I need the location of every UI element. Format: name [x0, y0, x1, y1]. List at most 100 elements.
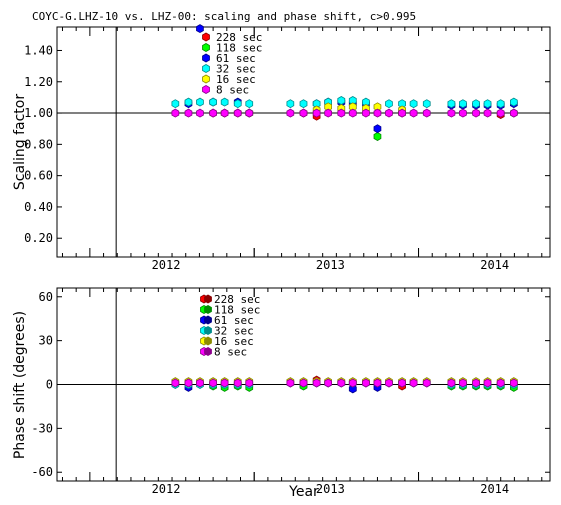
- panel-scaling-frame: [56, 26, 551, 258]
- legend-label: 32 sec: [214, 325, 254, 338]
- legend-label: 32 sec: [216, 63, 256, 76]
- data-point: [496, 99, 505, 109]
- panel-scaling-marks: [171, 24, 518, 141]
- data-point: [348, 378, 357, 388]
- panel-phase-xlabel: Year: [288, 484, 319, 500]
- legend-entry: 118 sec: [200, 304, 260, 317]
- data-point: [496, 378, 505, 388]
- legend-entry: 32 sec: [200, 325, 254, 338]
- panel-scaling-x-ticks: 2012 2013 2014: [61, 27, 543, 272]
- y-tick-label: 60: [39, 290, 53, 304]
- data-point: [171, 378, 180, 388]
- data-point: [422, 108, 431, 118]
- data-point: [447, 378, 456, 388]
- data-point: [324, 378, 333, 388]
- data-point: [337, 108, 346, 118]
- data-point: [509, 108, 518, 118]
- legend-label: 228 sec: [214, 293, 260, 306]
- legend-entry: 118 sec: [202, 42, 262, 55]
- legend-label: 118 sec: [216, 42, 262, 55]
- panel-phase-ylabel: Phase shift (degrees): [12, 311, 28, 459]
- legend-entry: 228 sec: [200, 293, 260, 306]
- panel-phase-marks: [171, 375, 518, 394]
- y-tick-label: 30: [39, 334, 53, 348]
- data-point: [184, 97, 193, 107]
- data-point: [483, 99, 492, 109]
- data-point: [373, 132, 382, 141]
- data-point: [422, 378, 431, 388]
- data-point: [245, 99, 254, 109]
- data-point: [373, 378, 382, 388]
- panel-scaling-gridlines: [57, 27, 550, 257]
- data-point: [362, 378, 370, 388]
- data-point: [458, 108, 467, 118]
- y-tick-label: 0: [46, 378, 53, 392]
- x-tick-label: 2014: [480, 482, 509, 496]
- data-point: [362, 108, 370, 118]
- legend-label: 61 sec: [216, 52, 256, 65]
- data-point: [385, 378, 393, 388]
- data-point: [209, 378, 218, 388]
- legend-label: 61 sec: [214, 314, 254, 327]
- y-tick-label: 0.40: [24, 200, 53, 214]
- data-point: [233, 99, 242, 109]
- legend-entry: 61 sec: [202, 52, 256, 65]
- data-point: [385, 108, 393, 118]
- data-point: [447, 108, 456, 118]
- data-point: [184, 108, 193, 118]
- legend-label: 16 sec: [214, 335, 254, 348]
- legend-label: 228 sec: [216, 31, 262, 44]
- data-point: [409, 108, 418, 118]
- data-point: [233, 378, 242, 388]
- x-tick-label: 2012: [152, 482, 181, 496]
- y-tick-label: 0.60: [24, 169, 53, 183]
- x-tick-label: 2014: [480, 258, 509, 272]
- y-tick-label: 1.00: [24, 106, 53, 120]
- data-point: [220, 378, 229, 388]
- x-tick-label: 2012: [152, 258, 181, 272]
- y-tick-label: 0.20: [24, 231, 53, 245]
- data-point: [299, 108, 308, 118]
- data-point: [299, 378, 308, 388]
- x-tick-label: 2013: [316, 258, 345, 272]
- panel-phase-x-ticks: 2012 2013 2014: [61, 288, 543, 496]
- data-point: [299, 99, 308, 109]
- data-point: [398, 108, 407, 118]
- data-point: [373, 124, 382, 134]
- panel-scaling-y-ticks: 0.20 0.40 0.60 0.80 1.00 1.20 1.40: [24, 43, 550, 245]
- data-point: [472, 99, 480, 109]
- data-point: [312, 378, 321, 388]
- y-tick-label: 1.20: [24, 75, 53, 89]
- data-point: [209, 108, 218, 118]
- data-point: [286, 378, 295, 388]
- y-tick-label: -30: [31, 421, 53, 435]
- data-point: [324, 108, 333, 118]
- data-point: [398, 378, 407, 388]
- data-point: [171, 108, 180, 118]
- data-point: [196, 24, 204, 34]
- y-tick-label: -60: [31, 465, 53, 479]
- chart-title: COYC-G.LHZ-10 vs. LHZ-00: scaling and ph…: [32, 10, 416, 23]
- data-point: [385, 99, 393, 109]
- data-point: [184, 378, 193, 388]
- legend-entry: 32 sec: [202, 63, 256, 76]
- data-point: [348, 108, 357, 118]
- data-point: [337, 378, 346, 388]
- legend-label: 8 sec: [216, 84, 249, 97]
- x-tick-label: 2013: [316, 482, 345, 496]
- data-point: [209, 97, 218, 107]
- data-point: [286, 99, 295, 109]
- data-point: [286, 108, 295, 118]
- data-point: [245, 378, 254, 388]
- legend-label: 118 sec: [214, 304, 260, 317]
- y-tick-label: 0.80: [24, 137, 53, 151]
- data-point: [312, 108, 321, 118]
- legend-entry: 16 sec: [202, 73, 256, 86]
- data-point: [245, 108, 254, 118]
- data-point: [472, 108, 480, 118]
- data-point: [422, 99, 431, 109]
- data-point: [220, 108, 229, 118]
